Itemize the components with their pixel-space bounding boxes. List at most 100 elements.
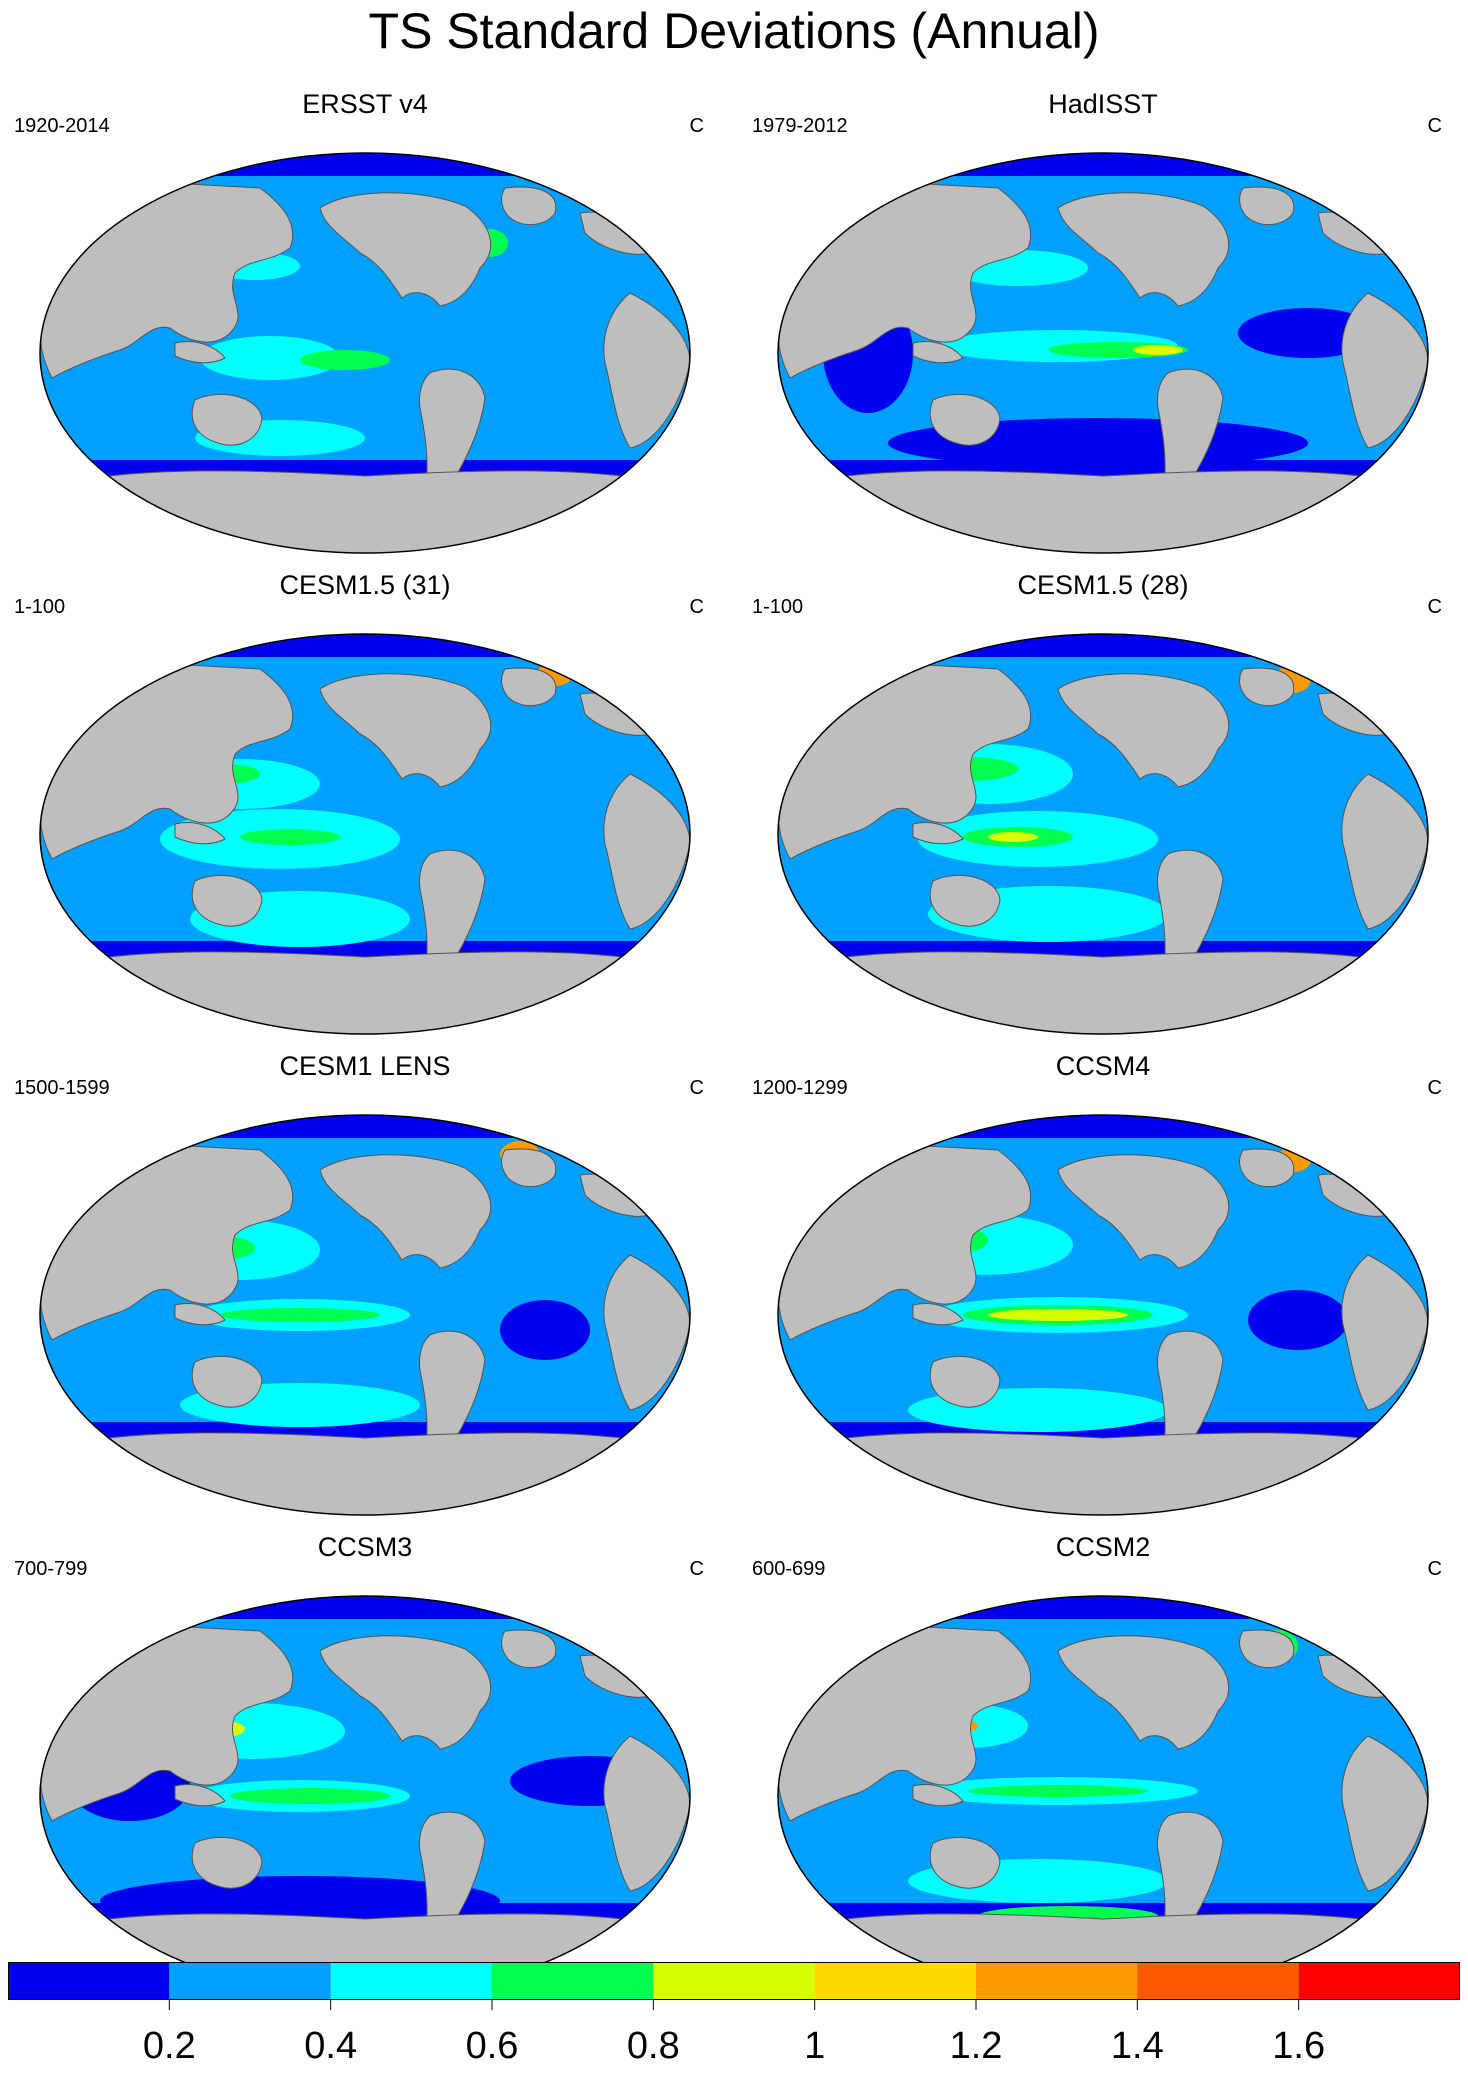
land-mass <box>501 1629 557 1669</box>
land-mass <box>603 1254 690 1411</box>
world-map <box>39 633 691 1035</box>
globe-outline <box>777 633 1429 1035</box>
panel-years: 1200-1299 <box>752 1077 848 1099</box>
colorbar-box <box>492 1962 654 2000</box>
panel-units: C <box>1427 1077 1442 1099</box>
land-mass <box>1239 667 1295 707</box>
globe-outline <box>39 152 691 554</box>
panel-units: C <box>689 1077 704 1099</box>
nino-core <box>300 350 390 370</box>
land-mass <box>603 773 690 930</box>
land-mass <box>1341 292 1428 449</box>
land-mass <box>912 822 964 845</box>
panel-years: 1500-1599 <box>14 1077 110 1099</box>
land-mass <box>1057 673 1230 788</box>
nino-peak <box>988 832 1038 842</box>
panel-units: C <box>1427 115 1442 137</box>
land-mass <box>1057 1154 1230 1269</box>
map-panel: CCSM2 600-699 C <box>738 1531 1468 2001</box>
colorbar-label: 1.4 <box>1111 2025 1164 2067</box>
panel-years: 1-100 <box>752 596 804 618</box>
colorbar-label: 0.2 <box>143 2025 196 2067</box>
land-mass <box>319 1154 492 1269</box>
map-panel: CESM1 LENS 1500-1599 C <box>0 1050 730 1520</box>
map-panel: CCSM3 700-799 C <box>0 1531 730 2001</box>
colorbar-frame <box>8 1962 1460 2000</box>
panel-title: CCSM2 <box>1055 1532 1151 1562</box>
world-map <box>777 152 1429 554</box>
tropical-pacific-band <box>200 336 340 380</box>
land-mass <box>1057 192 1230 307</box>
land-mass <box>174 341 226 364</box>
land-mass <box>58 951 672 1034</box>
land-mass <box>191 874 263 927</box>
panel-units: C <box>689 1558 704 1580</box>
land-mass <box>1239 1629 1295 1669</box>
land-mass <box>58 1432 672 1515</box>
colorbar: 0.2 0.4 0.6 0.8 1 1.2 1.4 1.6 <box>8 1962 1460 2067</box>
colorbar-box <box>814 1962 976 2000</box>
colorbar-box <box>1298 1962 1460 2000</box>
panel-units: C <box>689 596 704 618</box>
atlantic-low <box>1248 1290 1348 1350</box>
colorbar-box <box>169 1962 331 2000</box>
land-mass <box>501 186 557 226</box>
land-mass <box>796 1432 1410 1515</box>
globe-outline <box>777 152 1429 554</box>
colorbar-label: 1.2 <box>950 2025 1003 2067</box>
land-mass <box>191 393 263 446</box>
land-mass <box>501 1148 557 1188</box>
land-mass <box>1341 773 1428 930</box>
land-mass <box>929 1355 1001 1408</box>
panel-units: C <box>1427 596 1442 618</box>
panel-title: HadISST <box>1048 89 1158 119</box>
land-mass <box>603 1735 690 1892</box>
land-mass <box>319 1635 492 1750</box>
land-mass <box>1239 186 1295 226</box>
land-mass <box>929 1836 1001 1889</box>
panel-title: CESM1 LENS <box>279 1051 451 1081</box>
panel-title: ERSST v4 <box>302 89 428 119</box>
land-mass <box>603 292 690 449</box>
land-mass <box>912 341 964 364</box>
colorbar-box <box>653 1962 815 2000</box>
panel-years: 1-100 <box>14 596 66 618</box>
land-mass <box>796 470 1410 553</box>
land-mass <box>1239 1148 1295 1188</box>
world-map <box>39 152 691 554</box>
globe-outline <box>39 633 691 1035</box>
land-mass <box>319 192 492 307</box>
land-mass <box>174 1784 226 1807</box>
land-mass <box>191 1836 263 1889</box>
panel-years: 1979-2012 <box>752 115 848 137</box>
globe-outline <box>777 1114 1429 1516</box>
figure-title: TS Standard Deviations (Annual) <box>368 3 1100 59</box>
land-mass <box>1057 1635 1230 1750</box>
panel-title: CESM1.5 (28) <box>1017 570 1189 600</box>
colorbar-label: 0.8 <box>627 2025 680 2067</box>
nino-peak <box>1133 345 1183 355</box>
nino-core <box>220 1308 380 1322</box>
globe-outline <box>39 1114 691 1516</box>
land-mass <box>319 673 492 788</box>
panel-title: CCSM3 <box>317 1532 413 1562</box>
land-mass <box>58 470 672 553</box>
panel-years: 700-799 <box>14 1558 88 1580</box>
colorbar-box <box>1137 1962 1299 2000</box>
land-mass <box>912 1784 964 1807</box>
nino-peak <box>988 1309 1128 1321</box>
world-map <box>777 1595 1429 1997</box>
colorbar-box <box>976 1962 1138 2000</box>
panel-years: 1920-2014 <box>14 115 110 137</box>
colorbar-labels: 0.2 0.4 0.6 0.8 1 1.2 1.4 1.6 <box>143 2000 1325 2067</box>
land-mass <box>1341 1254 1428 1411</box>
land-mass <box>174 1303 226 1326</box>
world-map <box>39 1595 691 1997</box>
colorbar-box <box>8 1962 170 2000</box>
land-mass <box>929 874 1001 927</box>
colorbar-label: 0.6 <box>466 2025 519 2067</box>
colorbar-label: 0.4 <box>304 2025 357 2067</box>
panel-units: C <box>689 115 704 137</box>
nino-core <box>240 829 340 845</box>
world-map <box>39 1114 691 1516</box>
